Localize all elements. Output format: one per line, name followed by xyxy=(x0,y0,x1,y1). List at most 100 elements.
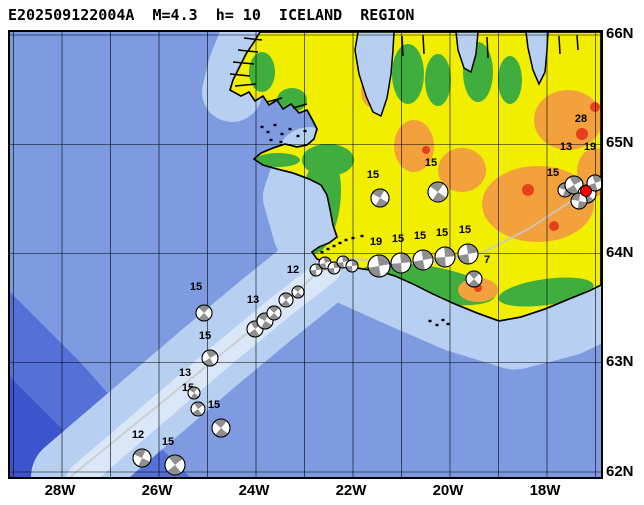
beachball-quadrants xyxy=(198,304,210,322)
focal-mechanism: 12 xyxy=(132,429,152,468)
beachball-outline xyxy=(434,246,456,268)
beachball-quadrants xyxy=(571,192,587,210)
beachball-quadrants xyxy=(293,285,303,299)
focal-mechanism: 7 xyxy=(465,254,490,288)
lowland-green xyxy=(425,54,451,106)
beachball-outline xyxy=(370,188,390,208)
focal-mechanism xyxy=(327,261,341,275)
beachball-quadrants xyxy=(167,454,183,476)
beachball-quadrants xyxy=(310,263,322,277)
event-day-label: 15 xyxy=(367,169,379,181)
peak-red xyxy=(576,128,588,140)
focal-mechanism: 15 xyxy=(367,169,390,208)
beachball-outline xyxy=(266,305,282,321)
beachball-quadrants xyxy=(133,448,151,468)
island-speck xyxy=(332,244,336,248)
focal-mechanism: 13 xyxy=(247,294,274,330)
beachball-outline xyxy=(278,292,294,308)
beachball-quadrants xyxy=(587,175,601,191)
beachball-quadrants xyxy=(429,182,447,202)
lon-label-24w: 24W xyxy=(238,482,270,499)
island-speck xyxy=(428,319,432,323)
west-shelf xyxy=(263,127,360,292)
beachball-outline xyxy=(427,181,449,203)
beachball-quadrants xyxy=(269,306,279,320)
lon-label-20w: 20W xyxy=(432,482,464,499)
beachball-outline xyxy=(309,263,323,277)
bay-skagafjordur xyxy=(455,32,479,74)
focal-mechanism: 15 xyxy=(434,227,456,268)
focal-mechanism: 15 xyxy=(199,330,219,367)
beachball-outline xyxy=(132,448,152,468)
event-day-label: 13 xyxy=(179,367,191,379)
peak-red xyxy=(590,102,600,112)
island-speck xyxy=(266,130,270,134)
beachball-outline xyxy=(256,312,274,330)
focal-mechanism: 15 xyxy=(390,233,412,274)
event-day-label: 15 xyxy=(199,330,211,342)
highland-orange xyxy=(394,120,434,172)
beachball-outline xyxy=(187,386,201,400)
lon-label-18w: 18W xyxy=(529,482,561,499)
event-day-label: 15 xyxy=(414,230,426,242)
lon-label-26w: 26W xyxy=(141,482,173,499)
event-day-label: 13 xyxy=(560,141,572,153)
beachball-quadrants xyxy=(192,402,204,416)
island-speck xyxy=(446,322,450,326)
beachball-quadrants xyxy=(258,313,272,329)
event-day-label: 19 xyxy=(584,141,596,153)
beachball-quadrants xyxy=(458,244,478,264)
map-frame: 12 15 15 15 13 15 15 13 12 19 15 15 15 15 7 15 15 15 13 19 2… xyxy=(8,30,603,479)
island-speck xyxy=(288,127,292,131)
event-day-label: 15 xyxy=(436,227,448,239)
highland-orange xyxy=(577,148,601,196)
island-speck xyxy=(320,250,324,254)
event-day-label: 15 xyxy=(162,436,174,448)
beachball-quadrants xyxy=(435,246,455,268)
beachball-quadrants xyxy=(214,418,228,438)
event-day-label: 15 xyxy=(392,233,404,245)
focal-mechanism: 15 xyxy=(457,224,479,265)
focal-mechanism: 19 xyxy=(367,236,391,278)
lat-label-63n: 63N xyxy=(606,353,634,370)
beachball-outline xyxy=(164,454,186,476)
event-day-label: 15 xyxy=(190,281,202,293)
bay-hunafloi xyxy=(354,32,395,118)
focal-mechanism xyxy=(345,259,359,273)
focal-mechanism xyxy=(291,285,305,299)
event-day-label: 13 xyxy=(247,294,259,306)
beachball-outline xyxy=(465,270,483,288)
lon-label-22w: 22W xyxy=(335,482,367,499)
event-day-label: 7 xyxy=(484,254,490,266)
focal-mechanism: 12 xyxy=(278,264,299,308)
island-speck xyxy=(326,247,330,251)
focal-mechanism: 15 xyxy=(425,157,449,203)
beachball-quadrants xyxy=(558,182,572,198)
beachball-quadrants xyxy=(368,255,390,277)
event-day-label: 15 xyxy=(459,224,471,236)
beachball-outline xyxy=(390,252,412,274)
island-speck xyxy=(273,123,277,127)
focal-mechanism: 15 xyxy=(412,230,434,271)
island-speck xyxy=(338,241,342,245)
island-speck xyxy=(344,238,348,242)
beachball-quadrants xyxy=(391,252,411,274)
focal-mechanism: 28 xyxy=(575,113,601,192)
event-day-label: 12 xyxy=(287,264,299,276)
focal-mechanism: 13 xyxy=(179,367,201,400)
island-speck xyxy=(280,132,284,136)
focal-mechanism: 13 xyxy=(560,141,584,195)
lat-label-66n: 66N xyxy=(606,25,634,42)
beachball-quadrants xyxy=(566,175,582,195)
island-speck xyxy=(269,138,273,142)
focal-mechanism xyxy=(570,192,588,210)
beachball-outline xyxy=(327,261,341,275)
beachball-outline xyxy=(570,192,588,210)
lat-label-65n: 65N xyxy=(606,134,634,151)
island-speck xyxy=(279,140,283,144)
beachball-outline xyxy=(412,249,434,271)
lowland-green xyxy=(256,153,300,167)
beachball-quadrants xyxy=(189,387,199,399)
